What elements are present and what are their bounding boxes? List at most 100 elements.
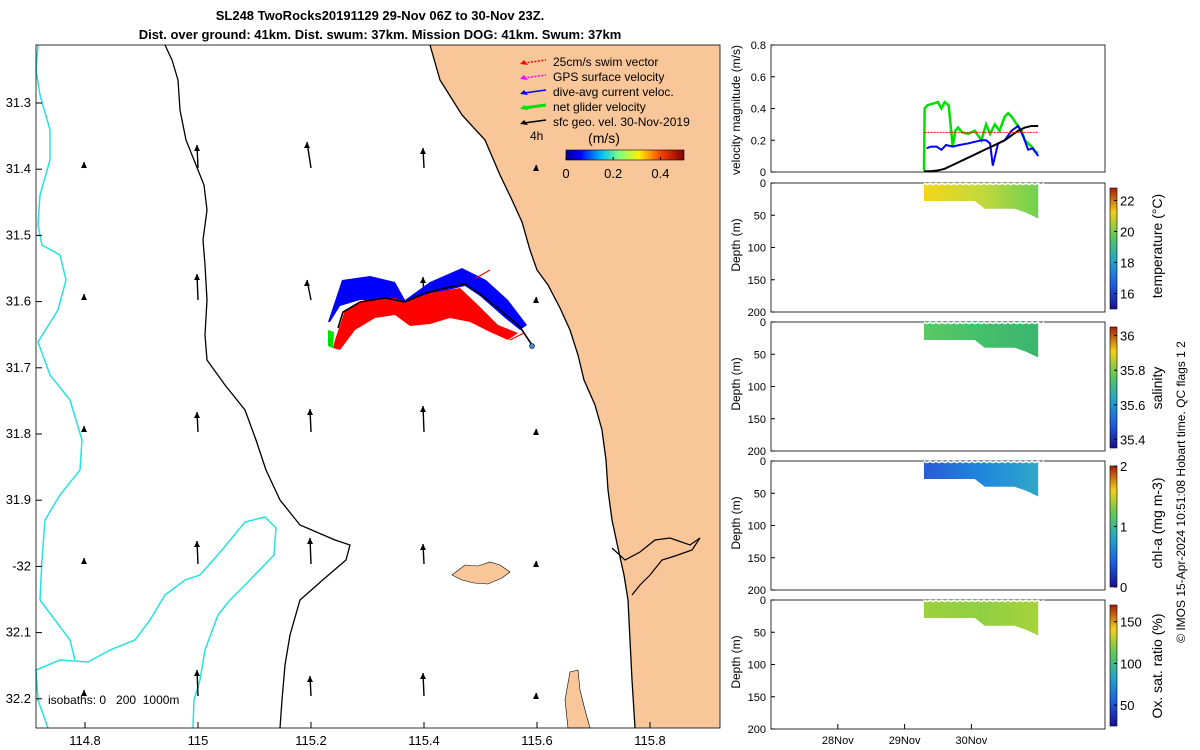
- colorbar-tick-label: 100: [1120, 656, 1142, 671]
- geo-arrow: [81, 689, 87, 697]
- geo-arrow-head: [194, 145, 200, 151]
- colorbar-label: (m/s): [588, 130, 620, 146]
- geo-arrow: [420, 147, 426, 169]
- colorbar-tick-label: 35.6: [1120, 398, 1145, 413]
- geo-arrow: [533, 164, 539, 171]
- legend-entry: dive-avg current veloc.: [553, 85, 674, 99]
- legend-arrowhead: [520, 60, 528, 65]
- chla-depth-label: Depth (m): [729, 496, 743, 550]
- colorbar-tick-label: 50: [1120, 698, 1134, 713]
- colorbar-tick-label: 2: [1120, 459, 1127, 474]
- geo-arrow: [420, 405, 426, 433]
- colorbar-tick-label: 36: [1120, 329, 1134, 344]
- geo-arrow-head: [307, 409, 313, 415]
- depth-tick-label: 200: [748, 446, 766, 458]
- geo-arrow-head: [194, 670, 200, 676]
- isobaths-label: isobaths: 0 200 1000m: [48, 693, 179, 707]
- geo-arrow-head: [194, 274, 200, 280]
- salinity-depth-label: Depth (m): [729, 357, 743, 411]
- island-south: [564, 669, 591, 729]
- temperature-panel: 0 50 100 150 200 16 18 20 22: [748, 178, 1135, 319]
- time-label: 4h: [530, 129, 543, 143]
- depth-tick-label: 100: [748, 660, 766, 672]
- legend-entry: sfc geo. vel. 30-Nov-2019: [553, 115, 690, 129]
- velocity-y-tick-label: 0.6: [751, 72, 766, 84]
- temperature-depth-label: Depth (m): [729, 218, 743, 272]
- geo-arrow-head: [533, 561, 539, 567]
- map-x-axis: 114.8 115 115.2 115.4 115.6 115.8: [69, 722, 666, 748]
- depth-tick-label: 50: [754, 210, 766, 222]
- depth-tick-label: 100: [748, 521, 766, 533]
- glider-track-map: 114.8 115 115.2 115.4 115.6 115.8 31.331.431.…: [6, 44, 721, 748]
- title-line-2: Dist. over ground: 41km. Dist. swum: 37k…: [138, 27, 622, 42]
- geo-arrow: [194, 540, 200, 565]
- legend-entry: 25cm/s swim vector: [553, 55, 658, 69]
- geo-arrow: [81, 557, 87, 565]
- swim-vector-outlier: [475, 269, 491, 279]
- map-y-tick-label: 32.1: [6, 625, 31, 640]
- geo-arrow: [194, 144, 200, 169]
- depth-tick-label: 50: [754, 488, 766, 500]
- net-velocity-segment: [328, 330, 334, 348]
- legend-swatch: [523, 74, 547, 79]
- depth-colorbar: [1109, 187, 1118, 310]
- dive-avg-current-swath: [328, 268, 527, 330]
- geo-arrow-head: [420, 544, 426, 550]
- island: [451, 561, 511, 585]
- heatmap-data-blob: [923, 600, 1039, 636]
- geo-arrow-head: [194, 541, 200, 547]
- depth-tick-label: 150: [748, 414, 766, 426]
- heatmap-dive-edge: [923, 321, 1045, 325]
- map-x-tick-label: 115.8: [634, 733, 666, 748]
- geo-arrow: [307, 675, 313, 697]
- geo-arrow: [307, 537, 313, 565]
- map-y-axis: 31.3 31.4 31.5 31.6 31.7 31.8 31.9 -32 32.1 32.2: [6, 95, 42, 706]
- salinity-colorbar-label: salinity: [1149, 366, 1165, 410]
- time-tick-label: 30Nov: [956, 735, 988, 747]
- depth-tick-label: 150: [748, 692, 766, 704]
- heatmap-axes-frame: [770, 321, 1106, 452]
- map-y-tick-label: 31.5: [6, 227, 31, 242]
- map-x-tick-label: 115.4: [408, 733, 440, 748]
- velocity-axes-frame: [770, 44, 1106, 173]
- isobath-1000m-b: [35, 516, 277, 729]
- velocity-ylabel: velocity magnitude (m/s): [729, 44, 743, 176]
- legend-swatch: [523, 103, 547, 110]
- velocity-series-dive_avg: [926, 124, 1040, 166]
- map-x-tick-label: 115.6: [521, 733, 553, 748]
- map-x-tick-label: 115.2: [295, 733, 327, 748]
- geo-arrow: [304, 279, 312, 301]
- geo-arrow: [81, 161, 87, 169]
- time-tick-label: 28Nov: [822, 735, 854, 747]
- geo-arrow: [533, 692, 539, 699]
- legend-arrowhead: [520, 90, 528, 95]
- depth-colorbar: [1109, 326, 1118, 449]
- depth-tick-label: 0: [760, 456, 766, 468]
- velocity-y-tick-label: 0.4: [751, 104, 766, 116]
- geo-arrow: [81, 425, 87, 433]
- legend-arrowhead: [520, 105, 528, 110]
- track-line: [337, 283, 533, 346]
- map-y-tick-label: 31.9: [6, 492, 31, 507]
- colorbar-tick-label: 0.4: [651, 166, 669, 181]
- map-y-tick-label: 31.3: [6, 95, 31, 110]
- map-y-tick-label: 32.2: [6, 691, 31, 706]
- oxygen-depth-label: Depth (m): [729, 635, 743, 689]
- heatmap-data-blob: [923, 461, 1039, 497]
- legend-entry: GPS surface velocity: [553, 70, 664, 84]
- map-y-tick-label: 31.8: [6, 426, 31, 441]
- isobath-0m: [429, 44, 636, 729]
- geo-arrow-head: [194, 412, 200, 418]
- swim-vector-outlier: [509, 332, 525, 341]
- colorbar-tick-label: 18: [1120, 255, 1134, 270]
- geo-arrow: [533, 296, 539, 303]
- oxygen-colorbar-label: Ox. sat. ratio (%): [1149, 613, 1165, 719]
- depth-colorbar: [1109, 604, 1118, 727]
- depth-tick-label: 0: [760, 178, 766, 190]
- map-y-tick-label: 31.4: [6, 161, 31, 176]
- velocity-series-geo: [923, 124, 1039, 173]
- geo-arrow: [194, 411, 200, 433]
- colorbar-tick-label: 1: [1120, 520, 1127, 535]
- heatmap-axes-frame: [770, 599, 1106, 730]
- colorbar-tick-label: 16: [1120, 286, 1134, 301]
